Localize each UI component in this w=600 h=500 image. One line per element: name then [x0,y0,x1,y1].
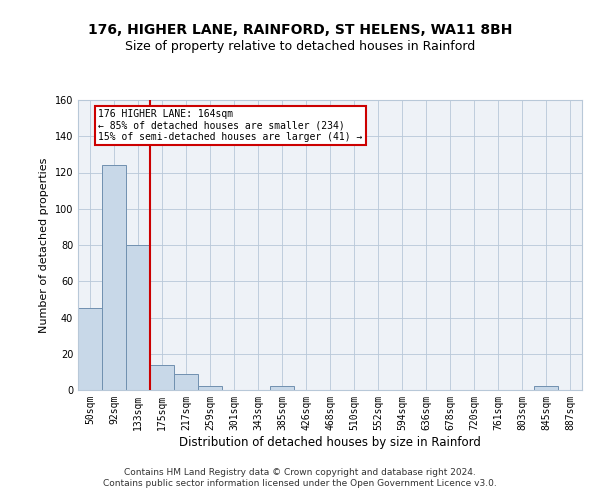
Text: Contains HM Land Registry data © Crown copyright and database right 2024.
Contai: Contains HM Land Registry data © Crown c… [103,468,497,487]
Bar [198,386,222,390]
Bar [102,165,126,390]
Bar [126,245,150,390]
Text: 176 HIGHER LANE: 164sqm
← 85% of detached houses are smaller (234)
15% of semi-d: 176 HIGHER LANE: 164sqm ← 85% of detache… [98,109,363,142]
Bar [150,364,174,390]
Bar [270,386,294,390]
Bar [78,308,102,390]
Y-axis label: Number of detached properties: Number of detached properties [39,158,49,332]
Text: Size of property relative to detached houses in Rainford: Size of property relative to detached ho… [125,40,475,53]
Bar [174,374,198,390]
Text: 176, HIGHER LANE, RAINFORD, ST HELENS, WA11 8BH: 176, HIGHER LANE, RAINFORD, ST HELENS, W… [88,22,512,36]
X-axis label: Distribution of detached houses by size in Rainford: Distribution of detached houses by size … [179,436,481,448]
Bar [534,386,558,390]
